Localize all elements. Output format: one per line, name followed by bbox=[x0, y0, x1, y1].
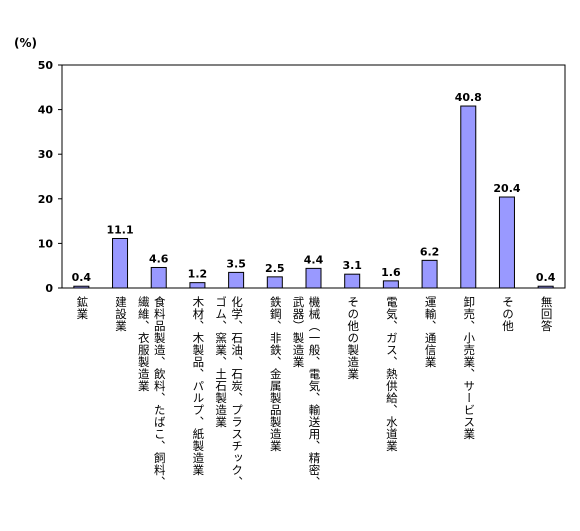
category-label: 化学、石油、石炭、プラスチック、 ゴム、窯業、土石製造業 bbox=[214, 296, 245, 488]
value-label: 6.2 bbox=[420, 245, 440, 258]
category-label: 食料品製造、飲料、たばこ、飼料、 繊維、衣服製造業 bbox=[136, 296, 167, 488]
value-label: 4.4 bbox=[304, 253, 324, 266]
value-label: 2.5 bbox=[265, 262, 285, 275]
value-label: 4.6 bbox=[149, 252, 169, 265]
category-label: 鉄鋼、非鉄、金属製品製造業 bbox=[268, 296, 283, 452]
y-tick-label: 50 bbox=[38, 59, 54, 72]
y-tick-label: 40 bbox=[38, 104, 54, 117]
value-label: 3.5 bbox=[226, 257, 246, 270]
value-label: 0.4 bbox=[72, 271, 92, 284]
category-label: 運輸、通信業 bbox=[423, 296, 438, 368]
bar bbox=[498, 196, 515, 289]
value-label: 0.4 bbox=[536, 271, 556, 284]
bars bbox=[73, 105, 554, 289]
category-label-line: 運輸、通信業 bbox=[423, 296, 438, 368]
category-label-line: 無回答 bbox=[539, 296, 554, 332]
y-axis: 0 10 20 30 40 50 bbox=[38, 59, 62, 295]
bar bbox=[112, 237, 129, 289]
category-label-line: 鉱業 bbox=[75, 296, 90, 320]
value-labels: 0.4 11.1 4.6 1.2 3.5 2.5 4.4 3.1 1.6 6.2 40.8 20.4 0… bbox=[72, 91, 556, 284]
value-label: 3.1 bbox=[342, 259, 362, 272]
category-label: 電気、ガス、熱供給、水道業 bbox=[384, 296, 399, 452]
category-label: その他の製造業 bbox=[346, 296, 361, 380]
value-label: 20.4 bbox=[493, 182, 520, 195]
category-label-line: 食料品製造、飲料、たばこ、飼料、 bbox=[152, 296, 167, 488]
category-label: その他 bbox=[500, 296, 515, 332]
bar bbox=[382, 280, 399, 289]
category-label-line: その他の製造業 bbox=[346, 296, 361, 380]
bar bbox=[73, 285, 90, 289]
category-label-line: 電気、ガス、熱供給、水道業 bbox=[384, 296, 399, 452]
y-unit-label: (%) bbox=[14, 36, 37, 50]
value-label: 1.2 bbox=[188, 268, 208, 281]
category-label-line: 建設業 bbox=[114, 296, 129, 332]
category-label-line: ゴム、窯業、土石製造業 bbox=[214, 296, 229, 428]
category-label-line: その他 bbox=[500, 296, 515, 332]
category-label: 無回答 bbox=[539, 296, 554, 332]
y-tick-label: 30 bbox=[38, 148, 54, 161]
bar bbox=[460, 105, 477, 289]
category-label-line: 機械（一般、電気、輸送用、精密、 bbox=[307, 296, 322, 488]
category-label: 鉱業 bbox=[75, 296, 90, 320]
category-label-line: 鉄鋼、非鉄、金属製品製造業 bbox=[268, 296, 283, 452]
category-label: 建設業 bbox=[114, 296, 129, 332]
y-tick-label: 10 bbox=[38, 237, 54, 250]
bar bbox=[305, 267, 322, 289]
y-tick-label: 0 bbox=[45, 282, 53, 295]
y-tick-label: 20 bbox=[38, 193, 54, 206]
bar bbox=[537, 285, 554, 289]
category-label-line: 木材、木製品、パルプ、紙製造業 bbox=[191, 296, 206, 476]
bar bbox=[150, 266, 167, 289]
bar bbox=[228, 271, 245, 289]
category-label: 木材、木製品、パルプ、紙製造業 bbox=[191, 296, 206, 476]
bar bbox=[421, 259, 438, 289]
value-label: 1.6 bbox=[381, 266, 401, 279]
bar bbox=[189, 282, 206, 289]
category-label-line: 卸売、小売業、サービス業 bbox=[462, 296, 477, 440]
category-label-line: 化学、石油、石炭、プラスチック、 bbox=[230, 296, 245, 488]
value-label: 11.1 bbox=[106, 223, 133, 236]
value-label: 40.8 bbox=[455, 91, 482, 104]
category-label: 卸売、小売業、サービス業 bbox=[462, 296, 477, 440]
category-label-line: 武器）製造業 bbox=[291, 296, 306, 368]
bar bbox=[266, 276, 283, 289]
category-label: 機械（一般、電気、輸送用、精密、 武器）製造業 bbox=[291, 296, 322, 488]
bar bbox=[344, 273, 361, 289]
category-label-line: 繊維、衣服製造業 bbox=[136, 296, 151, 392]
